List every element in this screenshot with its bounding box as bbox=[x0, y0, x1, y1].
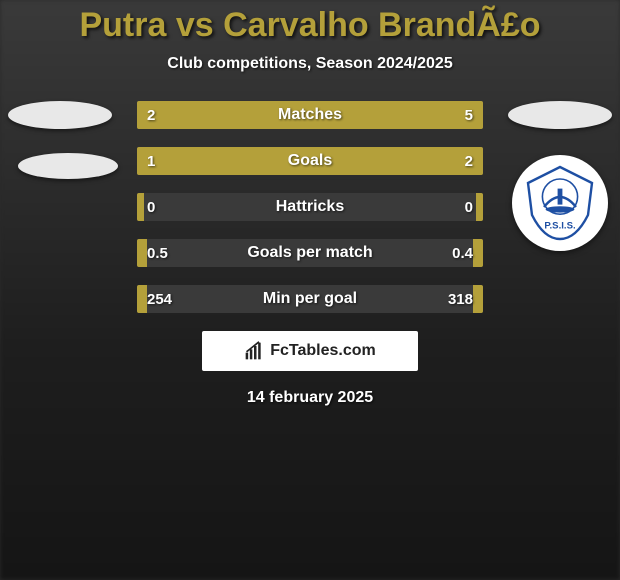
stat-row: 0.50.4Goals per match bbox=[137, 239, 483, 267]
svg-text:P.S.I.S.: P.S.I.S. bbox=[544, 221, 575, 232]
stat-row: 00Hattricks bbox=[137, 193, 483, 221]
player-left-badge-1 bbox=[8, 101, 112, 129]
bar-label: Min per goal bbox=[137, 285, 483, 313]
player-right-badge bbox=[508, 101, 612, 129]
player-left-badge-2 bbox=[18, 153, 118, 179]
bar-label: Goals bbox=[137, 147, 483, 175]
club-crest: P.S.I.S. bbox=[512, 155, 608, 251]
stat-bars: 25Matches 12Goals 00Hattricks 0.50.4Goals p… bbox=[137, 101, 483, 313]
brand-box: FcTables.com bbox=[202, 331, 418, 371]
stat-row: 12Goals bbox=[137, 147, 483, 175]
chart-icon bbox=[244, 341, 264, 361]
stat-row: 25Matches bbox=[137, 101, 483, 129]
bar-label: Matches bbox=[137, 101, 483, 129]
bar-label: Goals per match bbox=[137, 239, 483, 267]
crest-icon: P.S.I.S. bbox=[520, 163, 600, 243]
subtitle: Club competitions, Season 2024/2025 bbox=[0, 55, 620, 73]
date: 14 february 2025 bbox=[0, 389, 620, 407]
stat-row: 254318Min per goal bbox=[137, 285, 483, 313]
brand-text: FcTables.com bbox=[270, 342, 376, 360]
page-title: Putra vs Carvalho BrandÃ£o bbox=[0, 0, 620, 45]
bar-label: Hattricks bbox=[137, 193, 483, 221]
stats-area: P.S.I.S. 25Matches 12Goals 00Hattricks 0.50… bbox=[0, 101, 620, 313]
